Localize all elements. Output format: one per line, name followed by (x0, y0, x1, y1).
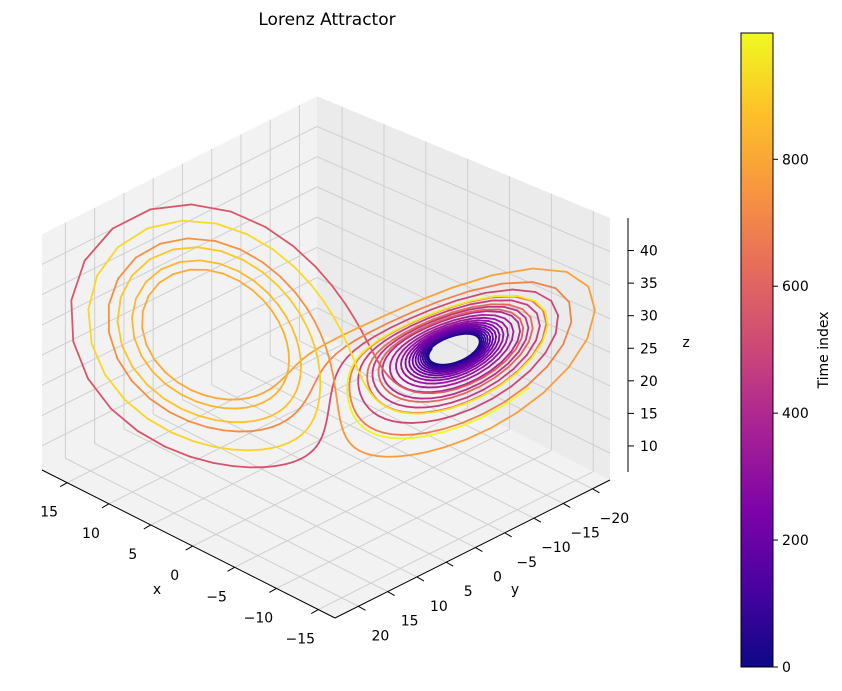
trajectory-segment (507, 328, 508, 335)
x-tick-label: −5 (206, 589, 227, 605)
trajectory-segment (406, 407, 415, 408)
trajectory-segment (300, 367, 301, 375)
trajectory-segment (499, 335, 500, 341)
y-tick-label: 15 (401, 614, 419, 630)
trajectory-segment (467, 323, 477, 324)
trajectory-segment (243, 421, 254, 422)
x-tick (228, 567, 235, 571)
x-tick-label: 5 (128, 547, 137, 563)
z-tick-label: 25 (640, 341, 658, 357)
colorbar-tick-label: 0 (782, 660, 791, 676)
y-tick-label: −5 (516, 555, 537, 571)
y-tick-label: 0 (493, 570, 502, 586)
trajectory-segment (336, 390, 337, 397)
trajectory-segment (409, 401, 418, 402)
trajectory-segment (377, 456, 386, 457)
y-tick-label: 10 (430, 599, 448, 615)
x-tick (102, 504, 109, 508)
y-tick (417, 577, 424, 581)
trajectory-segment (319, 392, 320, 399)
y-tick (592, 489, 599, 493)
y-tick (388, 592, 395, 596)
y-tick (475, 548, 482, 552)
y-tick-label: 5 (464, 584, 473, 600)
y-tick (358, 606, 365, 610)
z-axis-label: z (682, 335, 689, 351)
trajectory-segment (502, 334, 503, 341)
trajectory-segment (334, 383, 335, 390)
trajectory-segment (420, 387, 428, 388)
z-tick-label: 10 (640, 439, 658, 455)
trajectory-segment (318, 399, 319, 405)
x-tick (269, 588, 276, 592)
trajectory-segment (142, 311, 143, 328)
trajectory-segment (233, 466, 250, 467)
y-tick (534, 518, 541, 522)
y-tick-label: −20 (600, 511, 630, 527)
x-tick-label: 0 (170, 568, 179, 584)
trajectory-segment (390, 438, 400, 439)
x-tick-label: 10 (82, 526, 100, 542)
trajectory-segment (442, 376, 450, 377)
y-tick-label: −15 (570, 525, 600, 541)
z-tick-label: 30 (640, 309, 658, 325)
trajectory-segment (476, 325, 484, 326)
x-tick (144, 525, 151, 529)
trajectory-segment (288, 360, 289, 368)
z-tick-label: 15 (640, 406, 658, 422)
trajectory-segment (472, 318, 484, 319)
trajectory-segment (264, 466, 276, 467)
colorbar-tick-label: 800 (782, 152, 809, 168)
trajectory-segment (441, 372, 448, 373)
trajectory-segment (400, 438, 412, 439)
trajectory-segment (468, 320, 479, 321)
z-tick-label: 40 (640, 244, 658, 260)
colorbar (741, 33, 773, 667)
trajectory-segment (412, 398, 421, 399)
z-tick-label: 35 (640, 276, 658, 292)
trajectory-segment (477, 323, 486, 324)
y-tick (505, 533, 512, 537)
y-tick (446, 562, 453, 566)
trajectory-segment (440, 379, 448, 380)
trajectory-segment (289, 351, 290, 360)
y-tick (563, 503, 570, 507)
z-tick-label: 20 (640, 374, 658, 390)
trajectory-segment (421, 383, 428, 384)
colorbar-tick-label: 600 (782, 279, 809, 295)
y-axis-label: y (511, 582, 519, 598)
x-tick (186, 546, 193, 550)
x-tick-label: −15 (285, 632, 315, 648)
trajectory-segment (337, 397, 338, 403)
x-tick (60, 483, 67, 487)
trajectory-segment (442, 374, 449, 375)
trajectory-segment (412, 422, 424, 423)
trajectory-segment (487, 311, 501, 312)
trajectory-segment (232, 450, 247, 451)
trajectory-segment (248, 450, 261, 451)
colorbar-label: Time index (816, 311, 832, 389)
trajectory-segment (337, 404, 338, 410)
y-tick-label: 20 (371, 628, 389, 644)
trajectory-segment (425, 380, 432, 381)
x-tick (311, 610, 318, 614)
colorbar-tick-label: 400 (782, 406, 809, 422)
colorbar-tick-label: 200 (782, 533, 809, 549)
trajectory-segment (319, 368, 320, 377)
trajectory-segment (477, 326, 484, 327)
chart-title: Lorenz Attractor (258, 10, 395, 30)
trajectory-segment (483, 315, 495, 316)
trajectory-segment (236, 408, 247, 409)
trajectory-segment (479, 320, 489, 321)
trajectory-segment (391, 434, 401, 435)
trajectory-segment (401, 412, 411, 413)
x-tick-label: −10 (244, 610, 274, 626)
trajectory-segment (224, 430, 239, 431)
trajectory-segment (435, 383, 444, 384)
x-tick-label: 15 (40, 505, 58, 521)
trajectory-segment (467, 325, 476, 326)
x-axis-label: x (153, 582, 161, 598)
y-tick-label: −10 (541, 540, 571, 556)
